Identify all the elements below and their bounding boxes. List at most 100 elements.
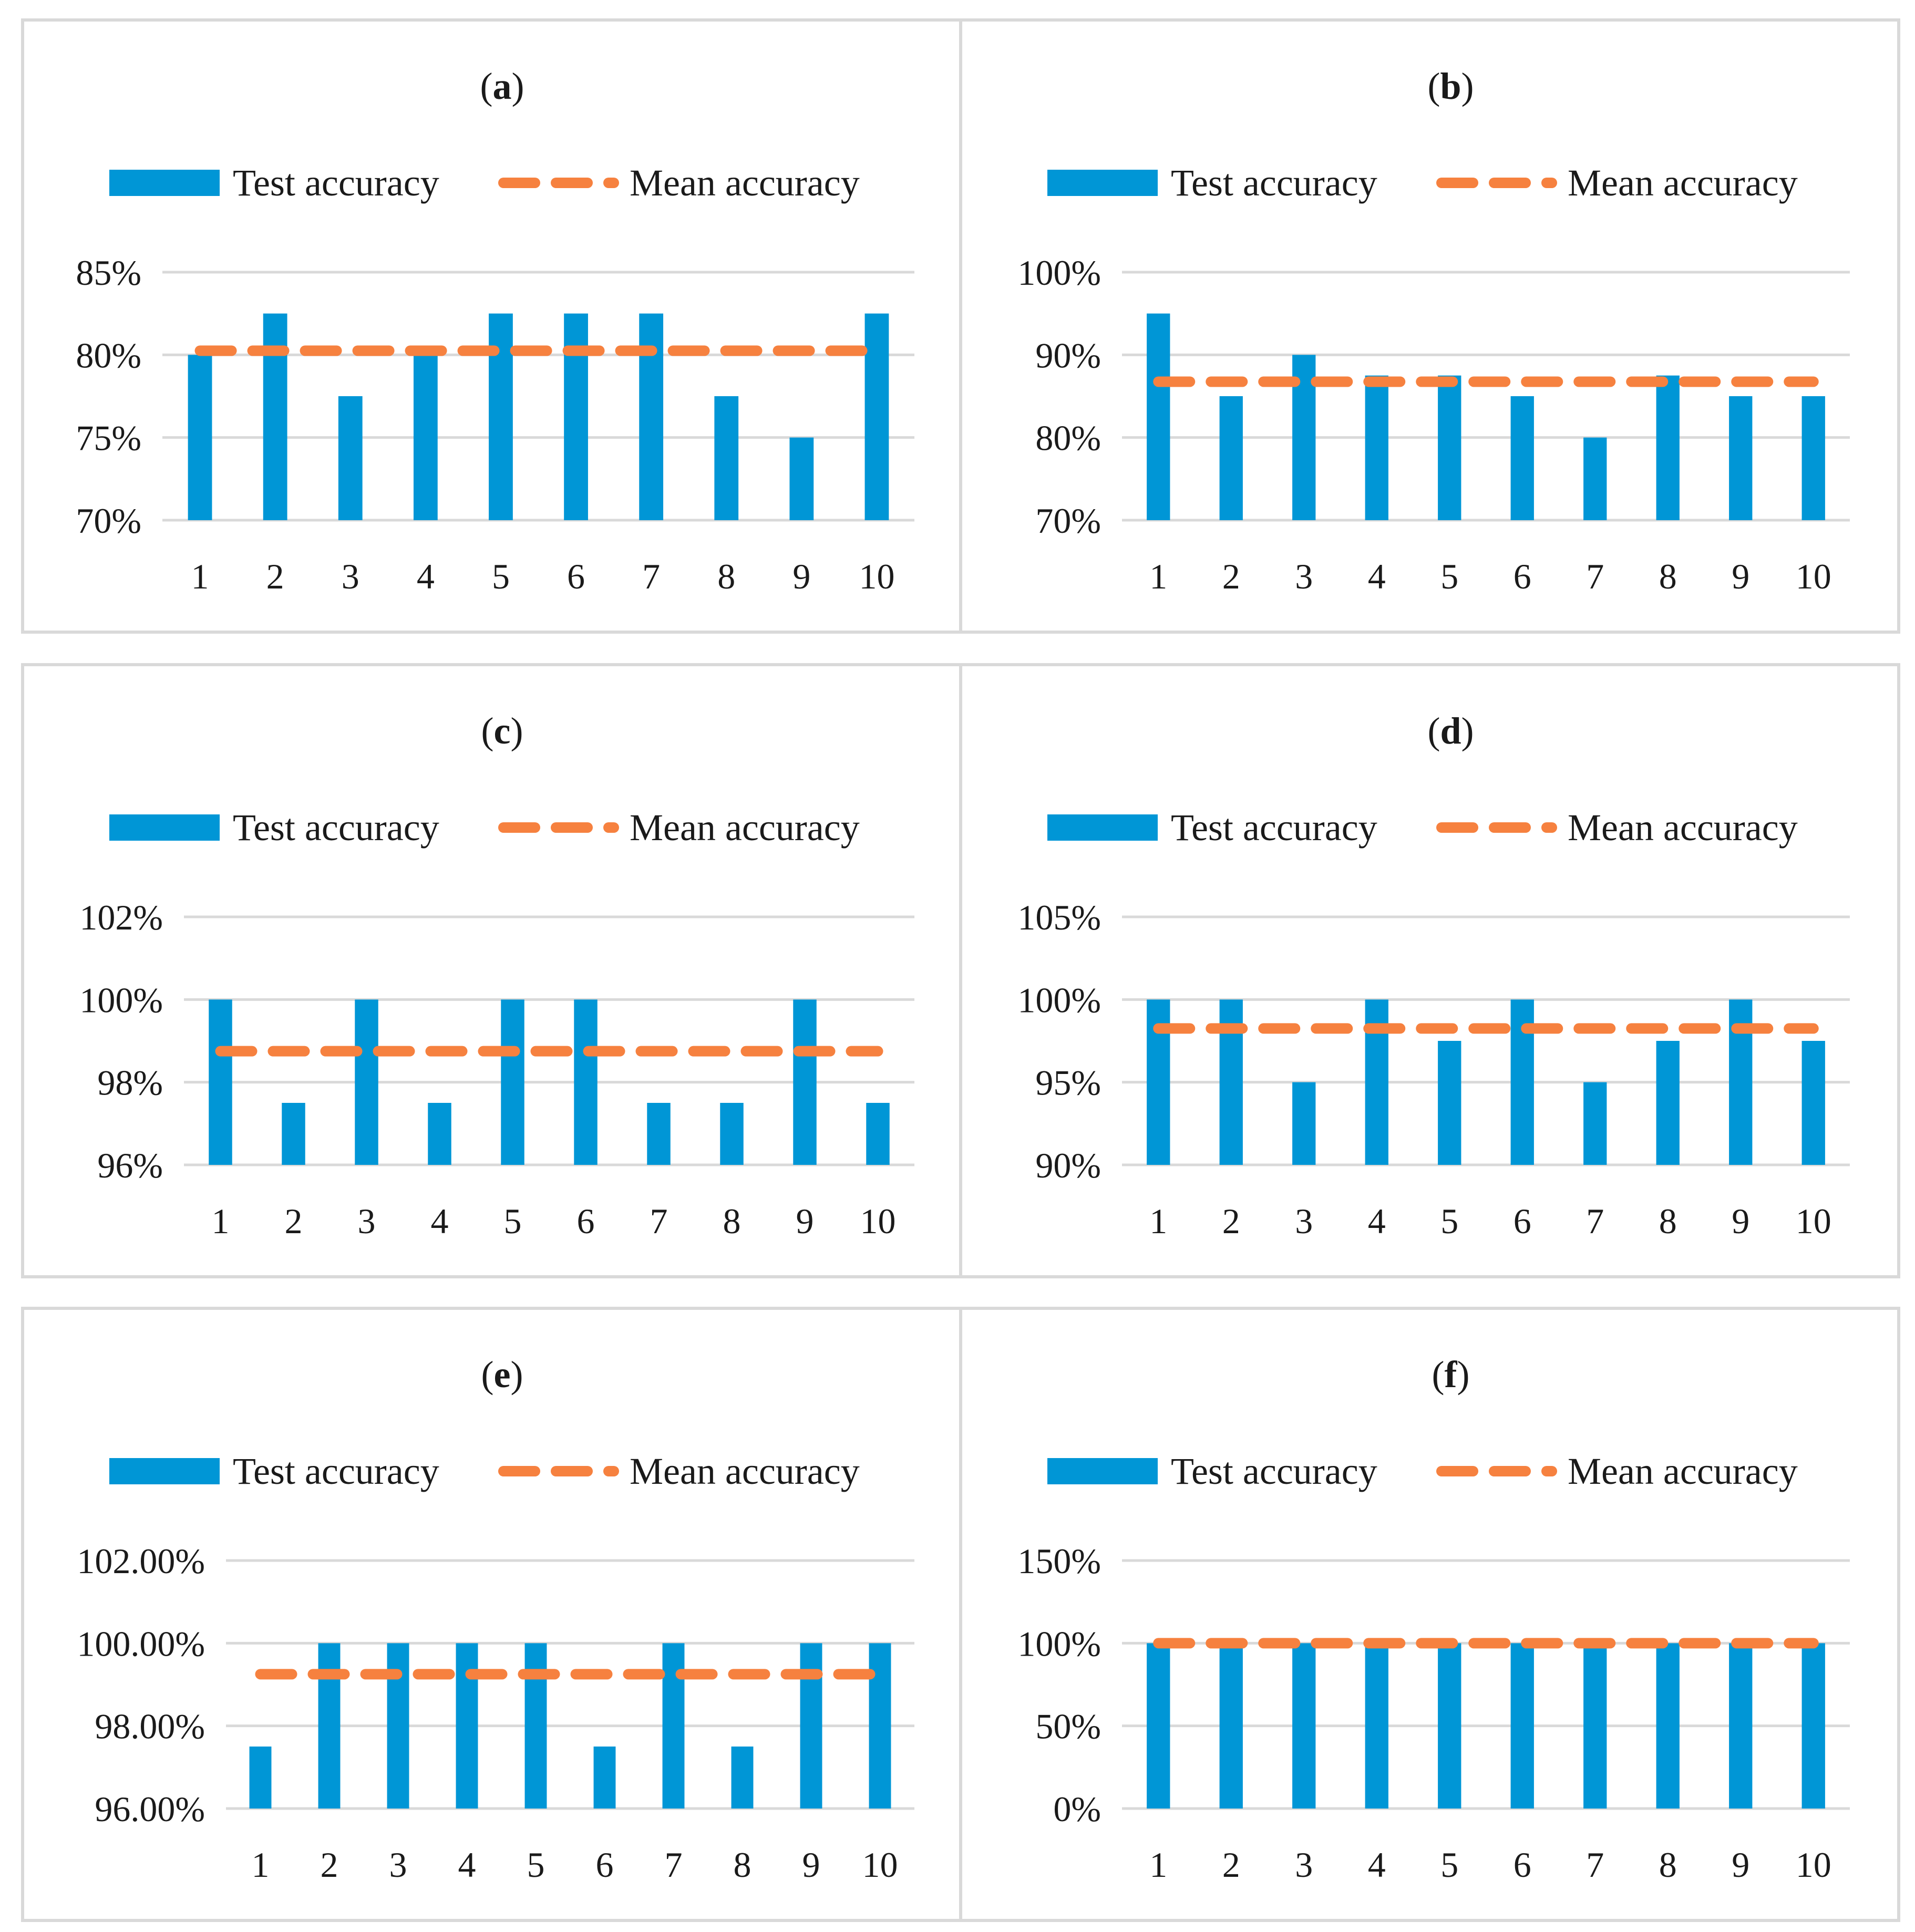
bar — [1729, 396, 1753, 520]
y-tick-label: 105% — [1017, 897, 1101, 937]
y-tick-label: 50% — [1035, 1707, 1101, 1747]
bar — [793, 999, 817, 1165]
x-tick-label: 5 — [1440, 1201, 1458, 1241]
bar — [720, 1103, 744, 1165]
x-tick-label: 8 — [1659, 1845, 1677, 1885]
bar — [564, 313, 588, 520]
bar — [1219, 396, 1243, 520]
x-tick-label: 1 — [1149, 1845, 1167, 1885]
y-tick-label: 100% — [1017, 980, 1101, 1020]
chart-panel-f: (f)Test accuracy Mean accuracy0%50%100%15… — [959, 1307, 1900, 1922]
legend-bar-swatch — [1047, 170, 1158, 196]
x-tick-label: 9 — [796, 1201, 814, 1241]
x-tick-label: 7 — [665, 1845, 683, 1885]
x-tick-label: 6 — [596, 1845, 614, 1885]
panel-title: (e) — [481, 1354, 523, 1396]
legend-bar-swatch — [1047, 1458, 1158, 1484]
x-tick-label: 10 — [860, 1201, 896, 1241]
legend-label-mean-accuracy: Mean accuracy — [630, 807, 860, 849]
x-tick-label: 7 — [650, 1201, 668, 1241]
bar — [647, 1103, 671, 1165]
bar — [869, 1643, 891, 1809]
bar — [800, 1643, 822, 1809]
title-open: ( — [480, 65, 493, 107]
legend-bar-swatch — [109, 1458, 220, 1484]
x-tick-label: 9 — [1732, 556, 1749, 596]
y-tick-label: 85% — [76, 253, 141, 293]
x-tick-label: 10 — [1796, 556, 1831, 596]
panel-title: (b) — [1427, 65, 1474, 107]
x-tick-label: 6 — [1514, 1201, 1531, 1241]
x-tick-label: 7 — [642, 556, 660, 596]
bar — [1510, 396, 1534, 520]
bar — [1438, 375, 1461, 520]
bar — [593, 1747, 616, 1809]
x-tick-label: 4 — [417, 556, 435, 596]
x-tick-label: 7 — [1586, 1201, 1604, 1241]
bar — [413, 355, 438, 520]
x-tick-label: 2 — [1222, 556, 1240, 596]
bar — [1801, 1643, 1825, 1809]
y-tick-label: 70% — [76, 501, 141, 541]
x-tick-label: 2 — [266, 556, 284, 596]
y-tick-label: 90% — [1035, 335, 1101, 375]
x-tick-label: 4 — [1368, 556, 1386, 596]
legend-label-test-accuracy: Test accuracy — [1171, 807, 1377, 849]
bar — [355, 999, 378, 1165]
x-tick-label: 5 — [527, 1845, 545, 1885]
legend-label-test-accuracy: Test accuracy — [233, 162, 439, 204]
panel-frame — [959, 663, 1900, 1278]
x-tick-label: 10 — [1796, 1845, 1831, 1885]
x-tick-label: 1 — [212, 1201, 230, 1241]
bar — [639, 313, 664, 520]
x-tick-label: 6 — [577, 1201, 595, 1241]
y-tick-label: 70% — [1035, 501, 1101, 541]
title-open: ( — [1432, 1354, 1445, 1396]
bar — [1292, 1643, 1316, 1809]
legend-label-mean-accuracy: Mean accuracy — [630, 1450, 860, 1492]
title-close: ) — [510, 1354, 523, 1396]
y-tick-label: 102% — [79, 897, 163, 937]
bar — [1147, 313, 1170, 520]
x-tick-label: 5 — [492, 556, 510, 596]
title-close: ) — [1457, 1354, 1469, 1396]
bar — [1583, 1082, 1607, 1165]
x-tick-label: 8 — [717, 556, 735, 596]
legend-label-test-accuracy: Test accuracy — [1171, 1450, 1377, 1492]
y-tick-label: 102.00% — [77, 1541, 205, 1581]
x-tick-label: 3 — [1295, 1845, 1313, 1885]
bar — [263, 313, 287, 520]
panel-frame — [21, 1307, 962, 1922]
bar — [1656, 1041, 1680, 1165]
legend-label-mean-accuracy: Mean accuracy — [1568, 1450, 1798, 1492]
x-tick-label: 6 — [1514, 556, 1531, 596]
legend-label-mean-accuracy: Mean accuracy — [1568, 162, 1798, 204]
y-tick-label: 0% — [1053, 1789, 1101, 1829]
y-tick-label: 80% — [1035, 418, 1101, 458]
title-close: ) — [512, 65, 524, 107]
x-tick-label: 7 — [1586, 1845, 1604, 1885]
x-tick-label: 2 — [1222, 1845, 1240, 1885]
x-tick-label: 8 — [1659, 1201, 1677, 1241]
chart-panel-a: (a)Test accuracy Mean accuracy70%75%80%85… — [21, 18, 962, 634]
bar — [456, 1643, 478, 1809]
bar — [1729, 1643, 1753, 1809]
title-open: ( — [481, 710, 494, 752]
panel-title: (a) — [480, 65, 524, 107]
x-tick-label: 3 — [389, 1845, 407, 1885]
chart-panel-c: (c) Test accuracy Mean accuracy 96% 98% 100% 1… — [21, 663, 962, 1278]
x-tick-label: 9 — [792, 556, 810, 596]
x-tick-label: 7 — [1586, 556, 1604, 596]
title-close: ) — [1461, 710, 1474, 752]
x-tick-label: 10 — [862, 1845, 898, 1885]
title-open: ( — [481, 1354, 494, 1396]
bar — [524, 1643, 547, 1809]
legend-bar-swatch — [109, 170, 220, 196]
x-tick-label: 3 — [1295, 556, 1313, 596]
x-tick-label: 5 — [1440, 556, 1458, 596]
x-tick-label: 1 — [191, 556, 209, 596]
x-tick-label: 4 — [1368, 1201, 1386, 1241]
panel-title: (f) — [1432, 1354, 1470, 1396]
chart-panel-d: (d) Test accuracy Mean accuracy 90% 95% 100% 1… — [959, 663, 1900, 1278]
